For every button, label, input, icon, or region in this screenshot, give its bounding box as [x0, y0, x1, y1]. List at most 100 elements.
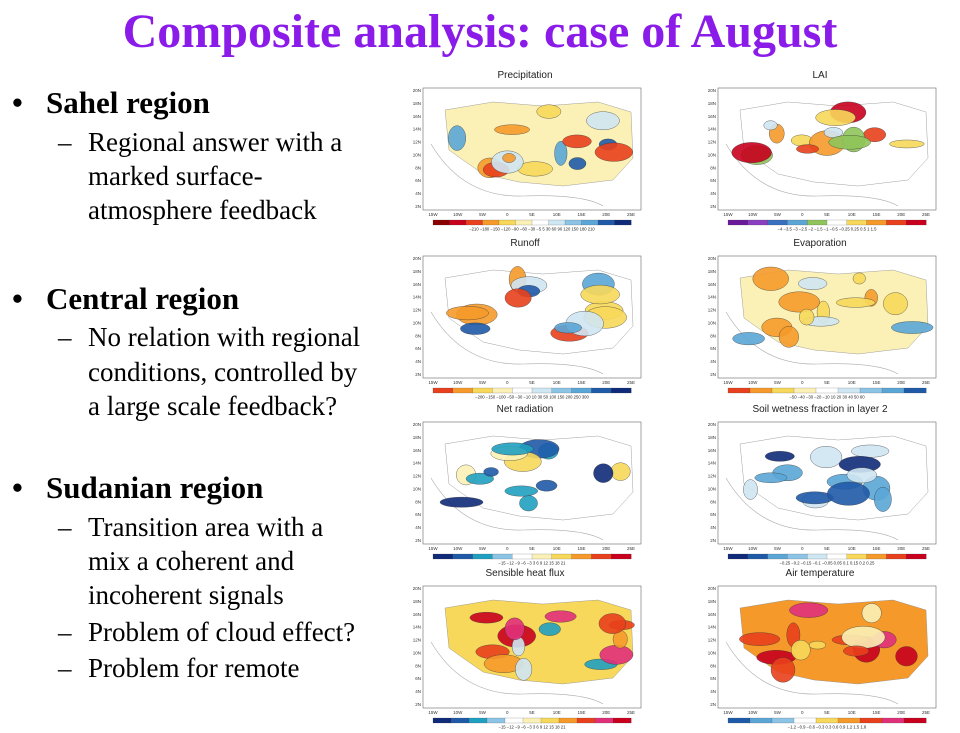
colorbar-swatch [815, 717, 839, 724]
colorbar-swatch [432, 553, 454, 560]
colorbar-swatch [432, 219, 450, 226]
lon-tick-label: 15W [723, 546, 733, 551]
lat-tick-label: 4N [415, 525, 421, 530]
lat-tick-label: 10N [708, 320, 716, 325]
map-panel-evaporation: Evaporation 20N 18N 16N 14N 12N 10N 8N 6N 4N 2N 15… [700, 238, 940, 403]
colorbar-swatch [747, 219, 768, 226]
lat-tick-label: 20N [413, 422, 421, 427]
sub-line: conditions, controlled by [88, 356, 358, 387]
contour-blob [732, 332, 765, 346]
lon-tick-label: 20E [602, 212, 610, 217]
coastline [725, 641, 899, 705]
colorbar-swatch [611, 553, 632, 560]
bullet-sahel: • Sahel region [12, 85, 412, 121]
colorbar-swatch [594, 717, 614, 724]
lon-tick-label: 20E [897, 212, 905, 217]
lat-tick-label: 20N [708, 422, 716, 427]
contour-blob [789, 602, 829, 618]
lon-tick-label: 20E [897, 710, 905, 715]
colorbar-swatch [906, 219, 927, 226]
colorbar-swatch [498, 219, 516, 226]
contour-blob [469, 612, 504, 624]
lat-tick-label: 8N [710, 165, 716, 170]
lon-tick-label: 5W [774, 546, 782, 551]
contour-blob [889, 139, 925, 149]
lon-tick-label: 5W [774, 380, 782, 385]
panel-title: Precipitation [497, 70, 553, 81]
contour-blob [798, 277, 828, 290]
lat-tick-label: 4N [710, 525, 716, 530]
colorbar-swatch [815, 387, 839, 394]
lon-tick-label: 10W [748, 710, 758, 715]
colorbar-swatch [449, 219, 467, 226]
bullet-dot: • [12, 280, 23, 316]
lat-tick-label: 20N [413, 88, 421, 93]
bullet-central: • Central region [12, 280, 412, 317]
bullet-heading: Central region [46, 280, 240, 316]
contour-blob [883, 292, 908, 315]
lat-tick-label: 4N [415, 689, 421, 694]
contour-blob [796, 144, 819, 154]
lat-tick-label: 10N [708, 152, 716, 157]
lon-tick-label: 25E [922, 212, 930, 217]
lon-tick-label: 15E [577, 710, 585, 715]
contour-blob [519, 495, 538, 512]
colorbar-swatch [468, 717, 488, 724]
evaporation-map: 20N 18N 16N 14N 12N 10N 8N 6N 4N 2N 15W 10W 5W 0 5E 10E… [708, 255, 937, 400]
colorbar-swatch [512, 553, 533, 560]
contour-blob [846, 467, 877, 484]
lat-tick-label: 20N [413, 256, 421, 261]
lon-tick-label: 10E [553, 710, 561, 715]
lat-tick-label: 2N [415, 372, 421, 377]
lon-tick-label: 0 [801, 212, 804, 217]
lat-tick-label: 16N [413, 448, 421, 453]
lat-tick-label: 6N [415, 676, 421, 681]
lat-tick-label: 12N [413, 638, 421, 643]
lat-tick-label: 18N [708, 435, 716, 440]
lon-tick-label: 25E [627, 380, 635, 385]
bullet-sudanian: • Sudanian region [12, 470, 412, 506]
map-panel-net-radiation: Net radiation 20N 18N 16N 14N 12N 10N 8N 6N 4N 2N… [405, 404, 645, 569]
lat-tick-label: 10N [708, 486, 716, 491]
contour-blob [504, 617, 525, 640]
lat-tick-label: 4N [415, 191, 421, 196]
colorbar-swatch [452, 553, 473, 560]
lon-tick-label: 15E [577, 380, 585, 385]
colorbar-swatch [597, 219, 615, 226]
lon-tick-label: 10W [453, 212, 463, 217]
colorbar-swatch [903, 387, 927, 394]
colorbar-swatch [432, 387, 454, 394]
colorbar-swatch [465, 219, 483, 226]
lon-tick-label: 15W [428, 710, 438, 715]
contour-blob [836, 297, 876, 308]
colorbar-swatch [551, 553, 573, 560]
contour-blob [778, 326, 799, 348]
bullet-heading: Sudanian region [46, 470, 264, 506]
lat-tick-label: 18N [708, 599, 716, 604]
lat-tick-label: 2N [710, 204, 716, 209]
contour-blob [891, 321, 934, 334]
colorbar-swatch [727, 553, 749, 560]
colorbar-swatch [866, 553, 887, 560]
contour-blob [763, 120, 778, 131]
sub-dash: – [58, 616, 72, 647]
lon-tick-label: 15W [723, 380, 733, 385]
lat-tick-label: 16N [413, 612, 421, 617]
lon-tick-label: 25E [922, 546, 930, 551]
contour-blob [446, 306, 489, 321]
sub-bullet: – No relation with regional conditions, … [12, 320, 412, 423]
contour-blob [610, 462, 631, 481]
colorbar-swatch [531, 387, 553, 394]
lon-tick-label: 0 [506, 380, 509, 385]
lat-tick-label: 2N [710, 702, 716, 707]
contour-blob [568, 157, 587, 170]
contour-blob [562, 134, 592, 149]
lon-tick-label: 0 [801, 380, 804, 385]
lon-tick-label: 10W [453, 546, 463, 551]
colorbar-swatch [614, 219, 632, 226]
lat-tick-label: 14N [413, 625, 421, 630]
contour-blob [841, 626, 886, 649]
map-panel-sensible-heat: Sensible heat flux 20N 18N 16N 14N 12N 10N 8N 6… [405, 568, 645, 733]
colorbar-swatch [432, 717, 452, 724]
colorbar-labels: −200 −150 −100 −50 −30 −10 10 30 50 100 … [475, 395, 589, 400]
